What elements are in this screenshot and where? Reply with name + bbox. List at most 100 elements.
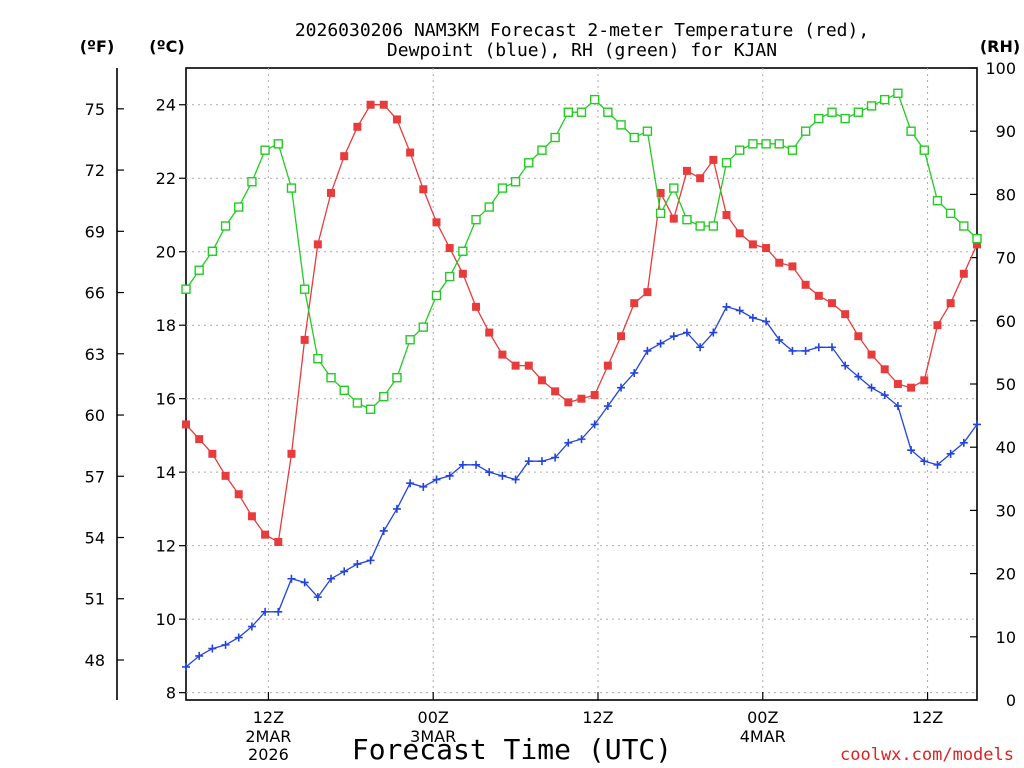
rh-point: [682, 214, 692, 225]
temperature-point: [247, 512, 256, 521]
rh-point: [563, 107, 574, 117]
rh-point: [669, 183, 679, 193]
dewpoint-point: [498, 471, 507, 480]
rh-point: [260, 145, 270, 155]
dewpoint-point: [893, 402, 902, 411]
rh-point: [273, 139, 283, 149]
temperature-point: [458, 269, 467, 278]
temperature-point: [709, 155, 718, 164]
chart-title-line1: 2026030206 NAM3KM Forecast 2-meter Tempe…: [295, 20, 869, 41]
dewpoint-point: [327, 574, 336, 583]
time-tick-label: 12Z: [912, 708, 943, 727]
dewpoint-point: [300, 578, 309, 587]
rh-point: [497, 183, 508, 193]
data-series: [181, 88, 982, 671]
temperature-point: [933, 321, 942, 330]
fahrenheit-tick-label: 63: [85, 345, 105, 364]
dewpoint-point: [946, 449, 955, 458]
dewpoint-point: [682, 328, 691, 337]
rh-tick-label: 100: [985, 59, 1016, 78]
rh-point: [945, 208, 956, 219]
celsius-tick-label: 12: [156, 537, 176, 556]
temperature-point: [801, 280, 810, 289]
dewpoint-point: [261, 607, 270, 616]
temperature-point: [854, 332, 863, 341]
dewpoint-point: [617, 383, 626, 392]
dewpoint-point: [485, 468, 494, 477]
rh-point: [814, 113, 824, 124]
dewpoint-point: [221, 640, 230, 649]
rh-point: [603, 107, 613, 117]
rh-point: [761, 139, 771, 149]
rh-point: [313, 354, 323, 364]
fahrenheit-unit-label: (ºF): [80, 37, 115, 56]
rh-point: [880, 94, 890, 105]
rh-point: [458, 246, 468, 256]
celsius-tick-label: 14: [156, 463, 176, 482]
dewpoint-point: [195, 651, 204, 660]
dewpoint-point: [880, 391, 889, 400]
dewpoint-point: [472, 460, 481, 469]
temperature-point: [379, 100, 388, 109]
dewpoint-point: [920, 457, 929, 466]
dewpoint-point: [669, 332, 678, 341]
rh-point: [220, 221, 231, 231]
rh-point: [972, 233, 982, 244]
dewpoint-point: [907, 446, 916, 455]
dewpoint-point: [445, 471, 454, 480]
fahrenheit-tick-label: 60: [85, 406, 105, 425]
dewpoint-point: [551, 453, 560, 462]
temperature-point: [234, 490, 243, 499]
rh-point: [352, 398, 363, 408]
dewpoint-point: [696, 343, 705, 352]
dewpoint-point: [603, 402, 612, 411]
fahrenheit-tick-label: 51: [85, 590, 105, 609]
fahrenheit-tick-label: 48: [85, 651, 105, 670]
celsius-tick-label: 16: [156, 390, 176, 409]
time-tick-label: 00Z: [418, 708, 449, 727]
temperature-point: [485, 328, 494, 337]
dewpoint-point: [234, 633, 243, 642]
dewpoint-point: [577, 435, 586, 444]
temperature-point: [195, 435, 204, 444]
rh-point: [735, 145, 745, 155]
dewpoint-point: [247, 622, 256, 631]
rh-point: [655, 208, 666, 219]
time-tick-year: 2026: [248, 745, 289, 764]
dewpoint-point: [419, 482, 428, 491]
rh-tick-label: 80: [996, 185, 1016, 204]
temperature-point: [656, 188, 665, 197]
celsius-tick-label: 24: [156, 96, 176, 115]
temperature-point: [722, 210, 731, 219]
dewpoint-point: [630, 368, 639, 377]
fahrenheit-tick-label: 57: [85, 467, 105, 486]
temperature-point: [590, 391, 599, 400]
rh-point: [181, 284, 191, 294]
rh-tick-label: 0: [1006, 691, 1016, 710]
dewpoint-point: [762, 317, 771, 326]
temperature-point: [643, 288, 652, 297]
chart-title-line2: Dewpoint (blue), RH (green) for KJAN: [387, 40, 777, 61]
fahrenheit-tick-label: 75: [85, 100, 105, 119]
temperature-point: [775, 258, 784, 267]
dewpoint-point: [735, 306, 744, 315]
temperature-point: [208, 449, 217, 458]
temperature-point: [669, 214, 678, 223]
rh-unit-label: (RH): [980, 37, 1020, 56]
temperature-point: [537, 376, 546, 385]
temperature-point: [788, 262, 797, 271]
rh-point: [550, 132, 560, 143]
dewpoint-point: [775, 335, 784, 344]
dewpoint-point: [353, 560, 362, 569]
rh-point: [959, 221, 969, 231]
dewpoint-point: [814, 343, 823, 352]
temperature-point: [907, 383, 916, 392]
dewpoint-point: [537, 457, 546, 466]
rh-point: [194, 265, 204, 275]
temperature-point: [827, 299, 836, 308]
fahrenheit-tick-label: 66: [85, 284, 105, 303]
dewpoint-point: [340, 567, 349, 576]
rh-point: [576, 107, 587, 117]
temperature-point: [748, 240, 757, 249]
